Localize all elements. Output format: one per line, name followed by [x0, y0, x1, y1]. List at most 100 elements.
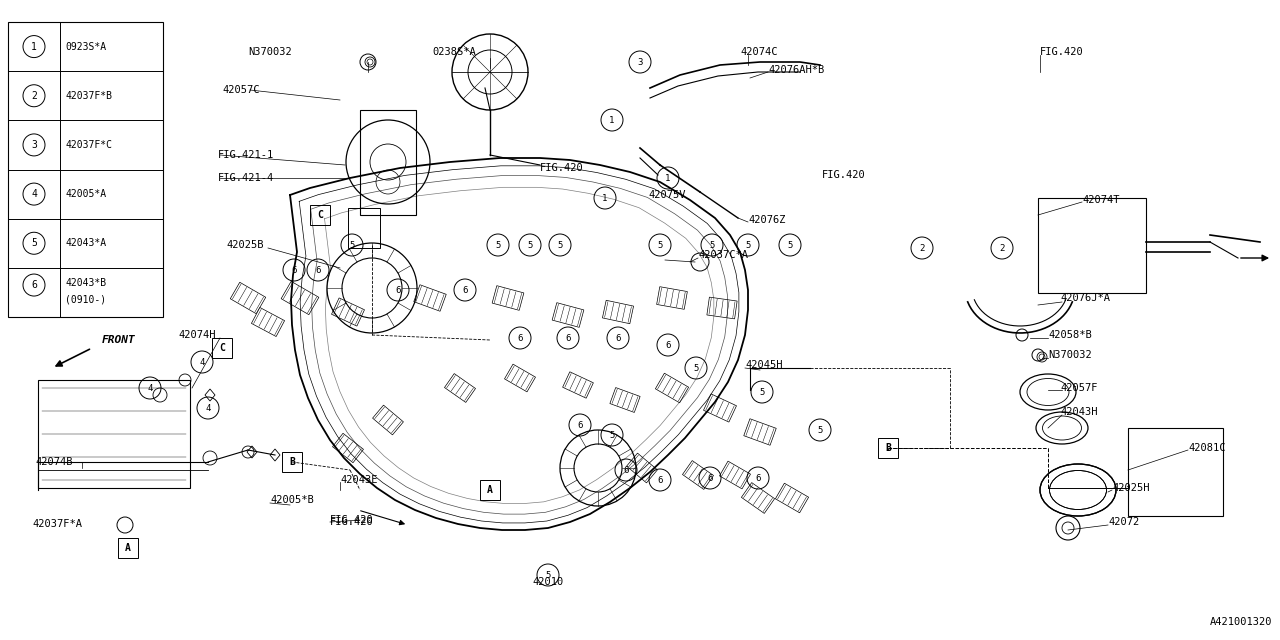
Text: 42076Z: 42076Z	[748, 215, 786, 225]
Bar	[719, 461, 750, 489]
Text: FIG.420: FIG.420	[1039, 47, 1084, 57]
Bar	[563, 372, 594, 398]
Text: C: C	[219, 343, 225, 353]
Text: 5: 5	[709, 241, 714, 250]
Text: C: C	[317, 210, 323, 220]
Text: 42058*B: 42058*B	[1048, 330, 1092, 340]
Text: 5: 5	[609, 431, 614, 440]
Text: 42037F*A: 42037F*A	[32, 519, 82, 529]
Text: 1: 1	[31, 42, 37, 52]
Text: 5: 5	[787, 241, 792, 250]
Text: 6: 6	[577, 420, 582, 429]
Text: 6: 6	[755, 474, 760, 483]
Text: 5: 5	[545, 570, 550, 579]
Bar	[348, 208, 380, 248]
Text: N370032: N370032	[1048, 350, 1092, 360]
Bar	[413, 285, 447, 311]
Bar	[682, 461, 713, 490]
Bar	[333, 433, 364, 463]
Text: 4: 4	[205, 403, 211, 413]
Text: 6: 6	[566, 333, 571, 342]
Text: 42005*A: 42005*A	[65, 189, 106, 199]
Text: 6: 6	[623, 465, 628, 474]
Text: 42076AH*B: 42076AH*B	[768, 65, 824, 75]
Text: 42074B: 42074B	[35, 457, 73, 467]
Bar	[492, 285, 524, 310]
Text: 5: 5	[557, 241, 563, 250]
Bar	[741, 483, 774, 513]
Bar	[282, 452, 302, 472]
Text: 5: 5	[31, 238, 37, 248]
Text: FIG.420: FIG.420	[330, 515, 374, 525]
Bar	[282, 282, 319, 315]
Text: 6: 6	[616, 333, 621, 342]
Text: 42010: 42010	[532, 577, 563, 587]
Text: 42074C: 42074C	[740, 47, 777, 57]
Text: 6: 6	[517, 333, 522, 342]
Bar	[212, 338, 232, 358]
Text: 5: 5	[818, 426, 823, 435]
Text: (0910-): (0910-)	[65, 295, 106, 305]
Bar	[118, 538, 138, 558]
Bar	[8, 22, 163, 317]
Text: 42075V: 42075V	[648, 190, 686, 200]
Text: 42043H: 42043H	[1060, 407, 1097, 417]
Bar	[776, 483, 809, 513]
Text: 42025B: 42025B	[227, 240, 264, 250]
Text: 6: 6	[292, 266, 297, 275]
Text: A: A	[488, 485, 493, 495]
Text: 4: 4	[200, 358, 205, 367]
Text: 6: 6	[396, 285, 401, 294]
Text: 1: 1	[666, 173, 671, 182]
Text: 42076J*A: 42076J*A	[1060, 293, 1110, 303]
Bar	[230, 282, 266, 314]
Text: A421001320: A421001320	[1210, 617, 1272, 627]
Text: 3: 3	[31, 140, 37, 150]
Text: 5: 5	[349, 241, 355, 250]
Text: FRONT: FRONT	[102, 335, 136, 345]
Text: 42043E: 42043E	[340, 475, 378, 485]
Text: 42037F*C: 42037F*C	[65, 140, 113, 150]
Text: B: B	[884, 443, 891, 453]
Text: 2: 2	[919, 243, 924, 253]
Bar	[704, 394, 736, 422]
Text: 6: 6	[658, 476, 663, 484]
Text: 42057C: 42057C	[221, 85, 260, 95]
Text: 42057F: 42057F	[1060, 383, 1097, 393]
Text: 42072: 42072	[1108, 517, 1139, 527]
Text: 5: 5	[527, 241, 532, 250]
Bar	[504, 364, 535, 392]
Bar	[251, 307, 284, 337]
Text: 42074T: 42074T	[1082, 195, 1120, 205]
Bar	[310, 205, 330, 225]
Text: 4: 4	[147, 383, 152, 392]
Text: 6: 6	[315, 266, 321, 275]
Text: 42037C*A: 42037C*A	[698, 250, 748, 260]
Text: 2: 2	[31, 91, 37, 100]
Bar	[707, 297, 737, 319]
Bar	[878, 438, 899, 458]
Text: A: A	[125, 543, 131, 553]
Bar	[360, 110, 416, 215]
Bar	[1038, 198, 1146, 293]
Text: 5: 5	[759, 387, 764, 397]
Text: B: B	[289, 457, 294, 467]
Text: 0923S*A: 0923S*A	[65, 42, 106, 52]
Text: 42037F*B: 42037F*B	[65, 91, 113, 100]
Text: 4: 4	[31, 189, 37, 199]
Bar	[627, 453, 658, 483]
Bar	[332, 298, 365, 326]
Text: 0238S*A: 0238S*A	[433, 47, 476, 57]
Text: 42043*A: 42043*A	[65, 238, 106, 248]
Text: 42005*B: 42005*B	[270, 495, 314, 505]
Text: 42043*B: 42043*B	[65, 278, 106, 287]
Bar	[744, 419, 776, 445]
Text: 42074H: 42074H	[178, 330, 215, 340]
Text: FIG.420: FIG.420	[822, 170, 865, 180]
Text: FIG.420: FIG.420	[540, 163, 584, 173]
Text: 5: 5	[745, 241, 750, 250]
Text: 2: 2	[1000, 243, 1005, 253]
Bar	[603, 300, 634, 324]
Text: 42081C: 42081C	[1188, 443, 1225, 453]
Text: 5: 5	[495, 241, 500, 250]
